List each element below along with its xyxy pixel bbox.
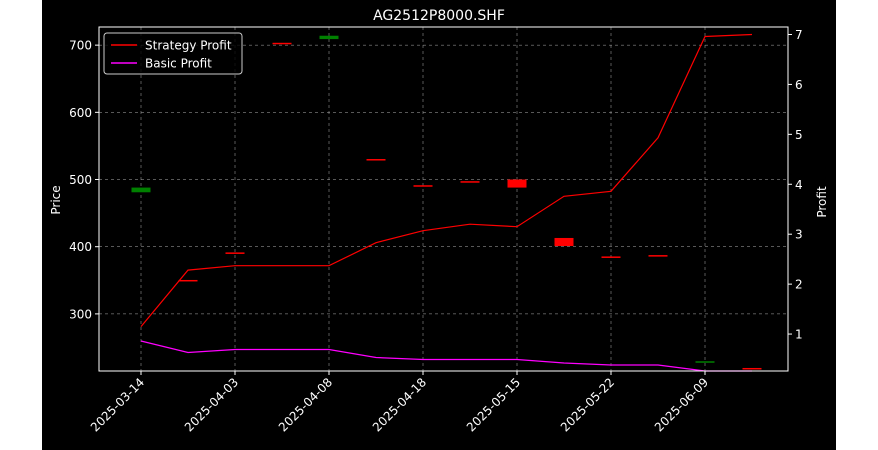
candle bbox=[225, 252, 245, 254]
candle bbox=[695, 361, 715, 363]
x-tick-label: 2025-03-14 bbox=[88, 375, 147, 434]
candle bbox=[742, 367, 762, 370]
candle bbox=[648, 255, 668, 257]
series-line bbox=[140, 33, 753, 327]
x-tick-label: 2025-05-15 bbox=[464, 375, 523, 434]
series-line bbox=[140, 340, 752, 372]
legend-box bbox=[103, 32, 243, 75]
right-tick-label: 3 bbox=[795, 228, 803, 242]
left-tick-label: 700 bbox=[69, 39, 92, 53]
axes: 300 400 500 600 700 1 2 3 4 5 6 7 2025-03-14 2025-04-… bbox=[69, 28, 803, 434]
y-axis-label-right: Profit bbox=[815, 186, 829, 218]
candle bbox=[554, 237, 574, 247]
left-tick-label: 500 bbox=[69, 173, 92, 187]
legend-label: Basic Profit bbox=[145, 57, 212, 71]
candle bbox=[366, 159, 386, 161]
figure-background bbox=[42, 0, 836, 450]
y-axis-label-left: Price bbox=[49, 185, 63, 214]
candle bbox=[507, 179, 527, 188]
candle bbox=[460, 181, 480, 183]
plot-frame bbox=[98, 26, 789, 372]
x-tick-label: 2025-05-22 bbox=[558, 375, 617, 434]
candle bbox=[131, 187, 151, 193]
candle bbox=[601, 256, 621, 258]
chart-title: AG2512P8000.SHF bbox=[373, 8, 505, 24]
candle bbox=[319, 35, 339, 40]
left-tick-label: 300 bbox=[69, 307, 92, 321]
right-tick-label: 5 bbox=[795, 128, 803, 142]
candle bbox=[178, 279, 198, 282]
legend-label: Strategy Profit bbox=[145, 39, 232, 53]
left-tick-label: 600 bbox=[69, 106, 92, 120]
right-tick-label: 4 bbox=[795, 178, 803, 192]
x-tick-label: 2025-04-08 bbox=[276, 375, 335, 434]
x-tick-label: 2025-04-03 bbox=[182, 375, 241, 434]
right-tick-label: 2 bbox=[795, 278, 803, 292]
profit-lines bbox=[140, 33, 753, 372]
candle bbox=[413, 185, 433, 187]
right-tick-label: 6 bbox=[795, 78, 803, 92]
candles bbox=[131, 35, 762, 370]
x-tick-label: 2025-04-18 bbox=[370, 375, 429, 434]
grid bbox=[99, 27, 788, 371]
x-tick-label: 2025-06-09 bbox=[652, 375, 711, 434]
right-tick-label: 7 bbox=[795, 28, 803, 42]
left-tick-label: 400 bbox=[69, 240, 92, 254]
legend: Strategy Profit Basic Profit bbox=[103, 32, 243, 75]
candle bbox=[272, 42, 292, 45]
right-tick-label: 1 bbox=[795, 328, 803, 342]
